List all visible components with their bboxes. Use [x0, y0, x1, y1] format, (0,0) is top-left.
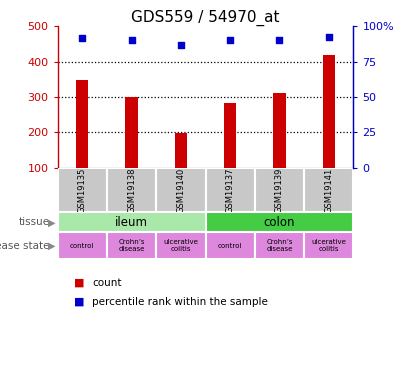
Bar — [323, 54, 335, 203]
Text: tissue: tissue — [18, 217, 49, 227]
Text: GSM19141: GSM19141 — [324, 167, 333, 213]
FancyBboxPatch shape — [206, 212, 353, 232]
Title: GDS559 / 54970_at: GDS559 / 54970_at — [131, 10, 280, 26]
Text: count: count — [92, 278, 122, 288]
FancyBboxPatch shape — [206, 232, 255, 259]
FancyBboxPatch shape — [58, 232, 107, 259]
Bar — [175, 134, 187, 203]
FancyBboxPatch shape — [255, 168, 304, 212]
Text: Crohn’s
disease: Crohn’s disease — [118, 239, 145, 252]
Text: Crohn’s
disease: Crohn’s disease — [266, 239, 293, 252]
Point — [128, 37, 135, 43]
FancyBboxPatch shape — [255, 232, 304, 259]
Text: GSM19139: GSM19139 — [275, 167, 284, 213]
Text: ulcerative
colitis: ulcerative colitis — [164, 239, 198, 252]
Text: ▶: ▶ — [48, 241, 55, 250]
FancyBboxPatch shape — [107, 232, 156, 259]
Text: GSM19137: GSM19137 — [226, 167, 235, 213]
Point — [79, 35, 85, 41]
Bar — [273, 93, 286, 203]
Bar — [125, 97, 138, 203]
Point — [326, 34, 332, 40]
FancyBboxPatch shape — [156, 232, 206, 259]
FancyBboxPatch shape — [58, 168, 107, 212]
Text: colon: colon — [264, 216, 295, 229]
FancyBboxPatch shape — [58, 212, 206, 232]
Bar — [76, 80, 88, 203]
FancyBboxPatch shape — [304, 232, 353, 259]
FancyBboxPatch shape — [206, 168, 255, 212]
Text: GSM19135: GSM19135 — [78, 167, 87, 213]
Point — [178, 42, 184, 48]
Text: disease state: disease state — [0, 241, 49, 250]
Bar — [224, 103, 236, 203]
FancyBboxPatch shape — [156, 168, 206, 212]
Text: ▶: ▶ — [48, 217, 55, 227]
Text: ■: ■ — [74, 278, 85, 288]
Text: ileum: ileum — [115, 216, 148, 229]
FancyBboxPatch shape — [304, 168, 353, 212]
Point — [227, 37, 233, 43]
Text: GSM19138: GSM19138 — [127, 167, 136, 213]
Text: GSM19140: GSM19140 — [176, 167, 185, 213]
Text: control: control — [70, 243, 95, 249]
FancyBboxPatch shape — [107, 168, 156, 212]
Text: control: control — [218, 243, 242, 249]
Text: ■: ■ — [74, 297, 85, 307]
Point — [276, 37, 283, 43]
Text: ulcerative
colitis: ulcerative colitis — [312, 239, 346, 252]
Text: percentile rank within the sample: percentile rank within the sample — [92, 297, 268, 307]
